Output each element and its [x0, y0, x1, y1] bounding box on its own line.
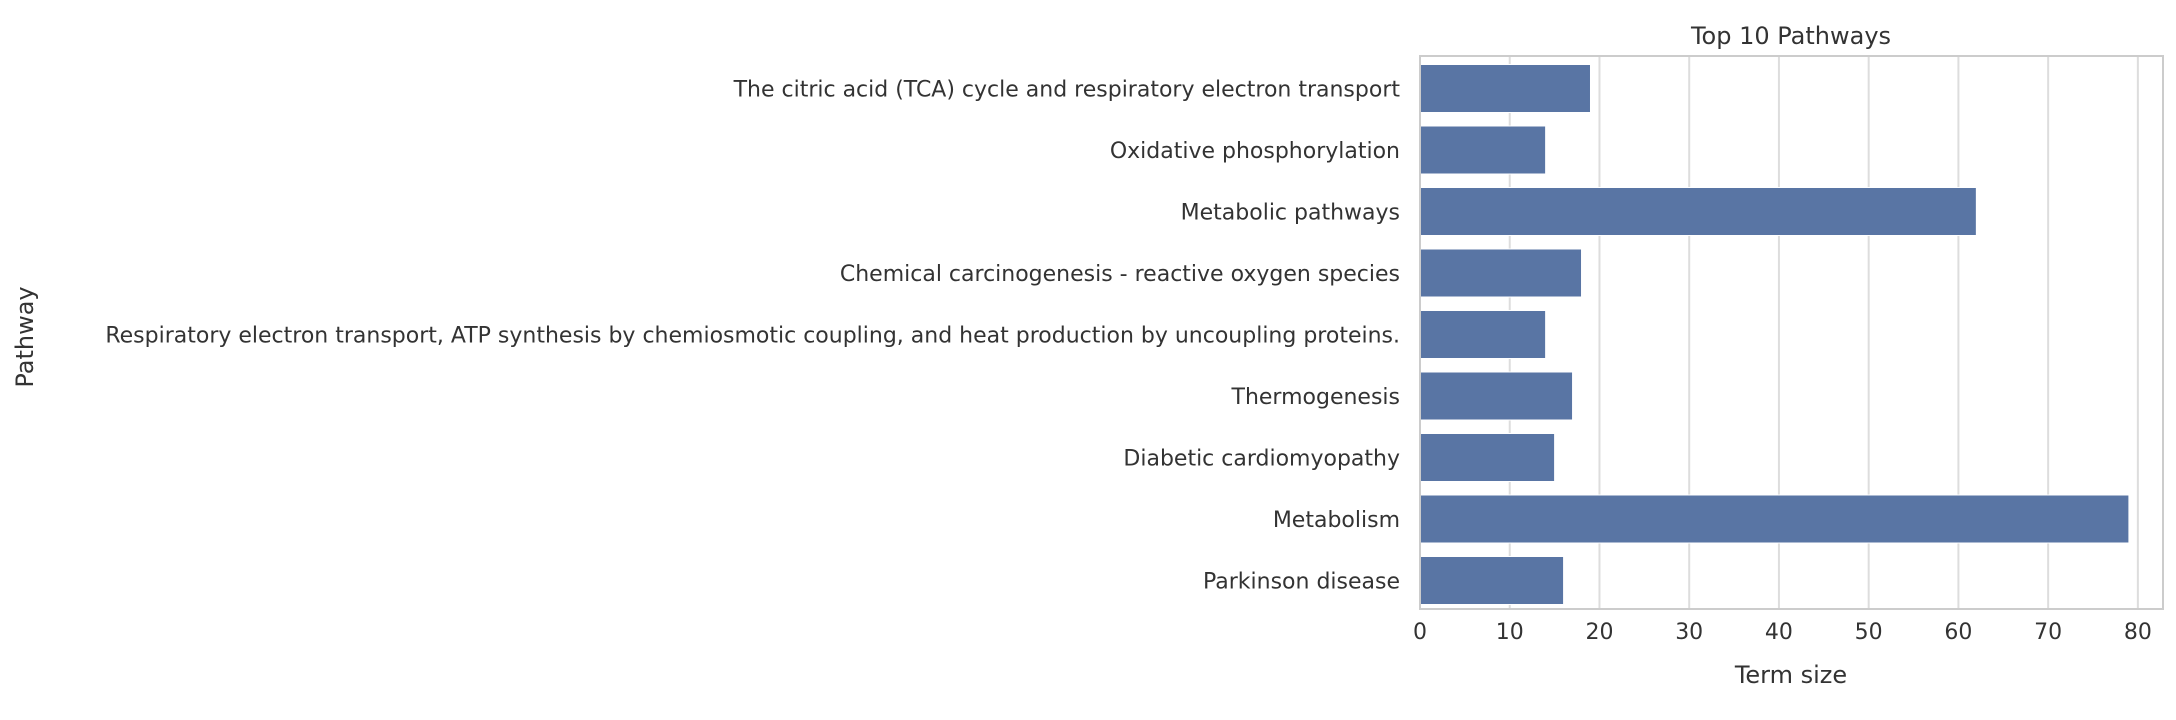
y-tick-label: Diabetic cardiomyopathy — [1123, 447, 1400, 472]
x-tick-label: 20 — [1585, 620, 1613, 645]
y-tick-label: Oxidative phosphorylation — [1110, 139, 1400, 164]
x-tick-label: 30 — [1675, 620, 1703, 645]
x-tick-label: 60 — [1944, 620, 1972, 645]
bar — [1419, 64, 1591, 113]
bar — [1419, 310, 1547, 359]
bar — [1419, 433, 1556, 482]
x-tick-label: 0 — [1413, 620, 1427, 645]
y-tick-label: Metabolism — [1273, 508, 1400, 533]
x-tick-label: 40 — [1765, 620, 1793, 645]
bar — [1419, 248, 1583, 298]
y-axis-ticks: The citric acid (TCA) cycle and respirat… — [105, 78, 1400, 595]
chart-title: Top 10 Pathways — [1690, 22, 1891, 50]
bar — [1419, 371, 1574, 421]
y-tick-label: Chemical carcinogenesis - reactive oxyge… — [840, 262, 1400, 287]
y-tick-label: Metabolic pathways — [1181, 201, 1400, 226]
bars — [1419, 64, 2130, 605]
x-tick-label: 10 — [1496, 620, 1524, 645]
bar — [1419, 187, 1977, 236]
x-tick-label: 80 — [2124, 620, 2152, 645]
x-axis-ticks: 0 10 20 30 40 50 60 70 80 — [1413, 620, 2152, 645]
bar — [1419, 125, 1547, 175]
bar — [1419, 494, 2130, 544]
y-tick-label: Respiratory electron transport, ATP synt… — [105, 324, 1400, 349]
y-axis-title: Pathway — [11, 286, 39, 387]
x-tick-label: 70 — [2034, 620, 2062, 645]
x-axis-title: Term size — [1734, 661, 1847, 689]
x-tick-label: 50 — [1855, 620, 1883, 645]
plot-frame — [1419, 55, 2164, 610]
bar — [1419, 556, 1565, 605]
y-tick-label: Thermogenesis — [1231, 385, 1400, 410]
y-tick-label: The citric acid (TCA) cycle and respirat… — [733, 78, 1401, 103]
y-tick-label: Parkinson disease — [1203, 570, 1400, 595]
